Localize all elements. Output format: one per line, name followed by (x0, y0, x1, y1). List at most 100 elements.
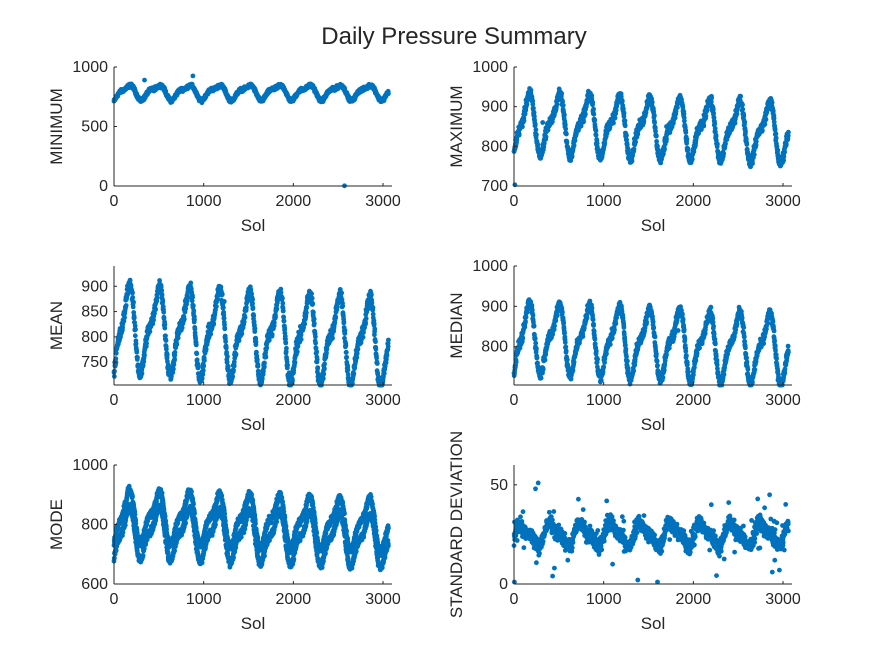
data-point (214, 304, 219, 309)
data-point (283, 340, 289, 346)
data-point (266, 337, 272, 343)
data-point (161, 309, 167, 315)
y-axis-label: MEAN (47, 301, 66, 350)
data-point (593, 128, 599, 134)
data-point (363, 316, 369, 321)
data-point (538, 375, 544, 381)
data-point (147, 329, 153, 334)
data-point (134, 349, 140, 355)
data-point (292, 359, 298, 365)
data-point (769, 100, 775, 105)
data-point (304, 305, 310, 310)
x-tick-label: 1000 (586, 193, 622, 210)
data-point (564, 357, 570, 363)
data-point (373, 339, 378, 345)
data-point (221, 315, 227, 321)
data-point (128, 282, 134, 288)
data-point (540, 366, 546, 371)
data-point (135, 355, 140, 360)
data-point (622, 118, 628, 124)
data-point (202, 358, 207, 363)
data-point (313, 334, 318, 340)
y-tick-label: 800 (481, 138, 508, 155)
data-point (786, 129, 791, 135)
x-tick-label: 3000 (765, 193, 801, 210)
data-point (524, 101, 530, 107)
data-point (682, 118, 687, 124)
data-point (219, 291, 225, 297)
y-tick-label: 500 (81, 119, 108, 136)
data-point (320, 376, 326, 381)
data-point (370, 305, 376, 311)
data-point (139, 371, 145, 376)
data-point (192, 317, 197, 323)
y-tick-label: 1000 (72, 59, 108, 76)
data-point (253, 339, 259, 345)
data-point (689, 156, 695, 162)
data-point (371, 321, 377, 326)
data-point (343, 349, 349, 355)
data-point (190, 303, 196, 308)
data-point (263, 354, 269, 360)
data-point (563, 126, 569, 132)
x-tick-label: 0 (110, 392, 119, 409)
data-point (311, 309, 316, 315)
data-point (763, 117, 769, 122)
data-point (188, 280, 194, 286)
data-point (164, 352, 170, 357)
x-axis-label: Sol (241, 415, 266, 434)
data-point (664, 136, 669, 142)
data-point (211, 321, 217, 327)
data-point (181, 316, 187, 322)
data-point (355, 346, 361, 352)
data-point (269, 332, 275, 337)
data-point (208, 331, 214, 337)
data-point (194, 351, 200, 357)
data-point (255, 363, 261, 369)
data-point (200, 368, 206, 373)
data-point (162, 322, 168, 327)
x-tick-label: 3000 (365, 193, 401, 210)
data-point (590, 100, 596, 105)
data-point (619, 98, 625, 104)
y-tick-label: 850 (81, 304, 108, 321)
data-point (345, 372, 351, 377)
data-point (223, 345, 229, 351)
data-point (201, 363, 207, 369)
data-point (351, 371, 357, 376)
data-point (259, 376, 265, 382)
data-point (564, 131, 569, 137)
data-point (233, 351, 239, 357)
data-point (654, 133, 659, 139)
data-point (130, 295, 136, 300)
data-point (310, 301, 316, 306)
data-point (322, 361, 327, 367)
data-point (541, 141, 547, 146)
data-point (622, 123, 628, 129)
data-point (285, 362, 290, 368)
data-point (561, 320, 567, 326)
data-point (130, 304, 136, 310)
data-point (224, 359, 230, 365)
y-tick-label: 900 (81, 278, 108, 295)
data-point (562, 112, 567, 118)
data-point (711, 110, 716, 116)
x-tick-label: 1000 (186, 392, 222, 409)
x-tick-label: 2000 (676, 193, 712, 210)
data-point (174, 342, 180, 347)
data-point (122, 315, 127, 320)
data-point (280, 300, 286, 306)
data-point (685, 146, 691, 152)
data-point (342, 327, 348, 333)
data-point (203, 346, 209, 352)
data-point (712, 121, 718, 127)
data-point (251, 313, 257, 319)
y-tick-label: 0 (99, 178, 108, 195)
data-point (738, 93, 744, 99)
outlier-point (190, 73, 196, 79)
y-tick-label: 700 (481, 178, 508, 195)
data-point (386, 91, 391, 97)
